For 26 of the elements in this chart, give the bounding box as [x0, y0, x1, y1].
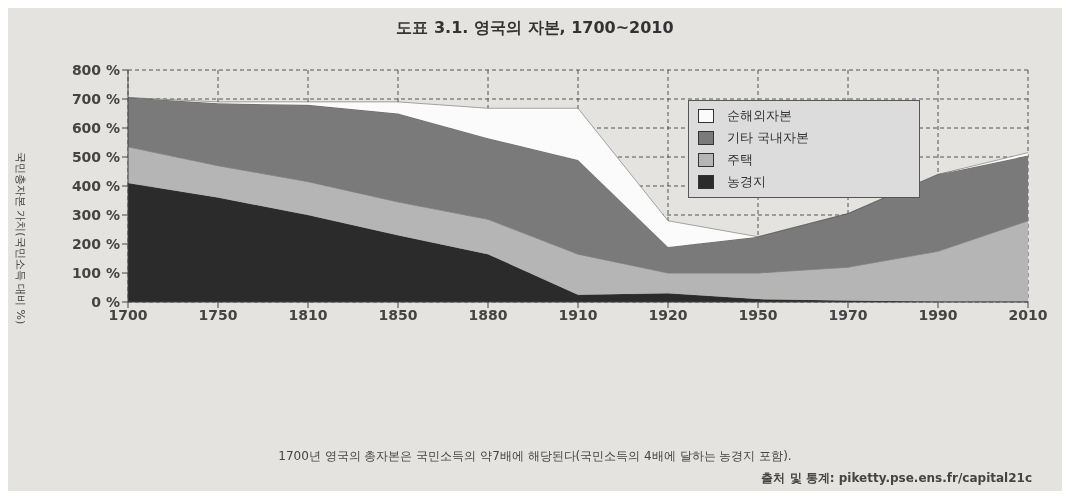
- x-tick-label: 1970: [828, 306, 868, 323]
- x-tick-label: 1990: [918, 306, 958, 323]
- x-tick-label: 2010: [1008, 306, 1048, 323]
- y-tick-label: 700 %: [71, 90, 120, 107]
- text: 1700년 영국의 총자본은 국민소득의 약7배에 해당된다(국민소득의 4배에 달하는 농경지 포함).: [277, 448, 793, 465]
- legend-label: 기타 국내자본: [727, 129, 810, 147]
- y-tick-label: 300 %: [71, 206, 120, 223]
- x-tick-label: 1910: [558, 306, 598, 323]
- legend-label: 순해외자본: [727, 107, 792, 125]
- legend-label: 농경지: [727, 173, 766, 191]
- x-tick-label: 1750: [198, 306, 238, 323]
- y-tick-label: 400 %: [71, 177, 120, 194]
- y-axis-title: 국민총자본 가치(국민소득 대비 %): [12, 151, 28, 325]
- x-tick-label: 1880: [468, 306, 508, 323]
- y-tick-label: 100 %: [71, 264, 120, 281]
- source-note: 출처 및 통계: piketty.pse.ens.fr/capital21c: [761, 470, 1032, 487]
- y-tick-label: 200 %: [71, 235, 120, 252]
- y-tick-label: 800 %: [71, 61, 120, 78]
- y-tick-label: 500 %: [71, 148, 120, 165]
- x-tick-label: 1810: [288, 306, 328, 323]
- x-tick-label: 1950: [738, 306, 778, 323]
- x-tick-label: 1920: [648, 306, 688, 323]
- chart-title: 도표 3.1. 영국의 자본, 1700~2010: [395, 18, 675, 39]
- legend-label: 주택: [727, 151, 753, 169]
- x-tick-label: 1850: [378, 306, 418, 323]
- y-tick-label: 600 %: [71, 119, 120, 136]
